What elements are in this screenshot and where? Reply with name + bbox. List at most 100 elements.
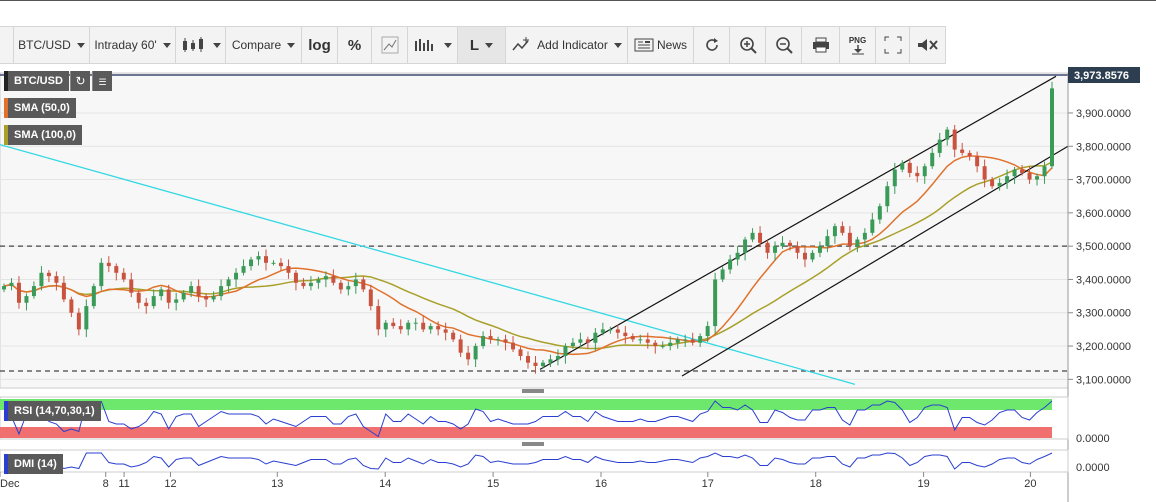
drawing-tools-button[interactable]: [372, 27, 408, 63]
interval-selector[interactable]: Intraday 60': [90, 27, 176, 63]
candle-body: [526, 356, 530, 363]
candle-body: [750, 232, 755, 240]
candle-body: [720, 269, 725, 280]
fullscreen-icon: [884, 36, 901, 54]
candle-body: [1020, 169, 1025, 173]
horizontal-levels: [0, 245, 1068, 372]
candle-body: [877, 206, 882, 220]
legend-swatch: [4, 71, 8, 91]
candle-body: [196, 286, 201, 297]
channel-lower-line: [681, 145, 1069, 377]
refresh-button[interactable]: [694, 27, 730, 63]
ruler-icon: ☰: [98, 77, 107, 87]
log-label: log: [308, 36, 331, 54]
png-label: PNG: [848, 35, 867, 45]
candle-body: [383, 322, 388, 330]
candle-body: [496, 339, 501, 341]
candle-body: [234, 272, 239, 280]
candle-body: [907, 162, 912, 173]
candle-body: [1005, 176, 1010, 183]
candle-body: [76, 312, 81, 330]
candle-body: [121, 272, 126, 280]
print-icon: [812, 37, 829, 53]
candle-body: [481, 336, 486, 347]
zoom-in-button[interactable]: [730, 27, 766, 63]
candle-body: [892, 169, 897, 187]
candle-body: [967, 152, 972, 157]
symbol-legend[interactable]: BTC/USD: [4, 71, 69, 91]
log-scale-button[interactable]: log: [302, 27, 338, 63]
add-indicator-label: Add Indicator: [537, 38, 608, 52]
dmi-legend[interactable]: DMI (14): [4, 454, 63, 474]
candle-body: [2, 286, 6, 290]
candle-body: [630, 336, 635, 340]
percent-scale-button[interactable]: %: [338, 27, 372, 63]
x-tick-label: 11: [118, 478, 129, 490]
candle-body: [713, 279, 718, 327]
candle-body: [698, 336, 703, 343]
candle-body: [256, 256, 261, 260]
candle-body: [39, 272, 44, 287]
candle-body: [308, 282, 313, 287]
candle-body: [885, 186, 890, 207]
rsi-panel: 0.0000: [0, 396, 1110, 445]
candle-body: [151, 296, 156, 307]
candle-body: [922, 166, 927, 177]
candle-body: [451, 332, 456, 340]
candle-body: [593, 332, 598, 343]
candlestick-icon: [182, 37, 203, 52]
interval-label: Intraday 60': [94, 38, 157, 52]
zoom-out-button[interactable]: [766, 27, 802, 63]
candle-body: [46, 272, 51, 277]
panel-resize-handle: [522, 389, 544, 393]
candle-body: [832, 226, 837, 237]
descending-trendline: [0, 143, 856, 385]
candle-body: [473, 346, 478, 360]
candle-body: [982, 166, 987, 180]
candle-body: [705, 326, 710, 337]
print-button[interactable]: [802, 27, 840, 63]
sma100-legend[interactable]: SMA (100,0): [4, 125, 82, 145]
news-button[interactable]: News: [628, 27, 694, 63]
rsi-legend-label: RSI (14,70,30,1): [14, 405, 95, 417]
price-chart[interactable]: 3,100.0000 3,200.0000 3,300.0000 3,400.0000…: [0, 63, 1156, 502]
rsi-legend[interactable]: RSI (14,70,30,1): [4, 401, 101, 421]
panel-resize-handle: [522, 442, 544, 446]
chart-style-button[interactable]: L: [458, 27, 506, 63]
y-tick-label: 3,100.0000: [1076, 374, 1131, 386]
png-download-icon: [851, 44, 864, 54]
y-tick-label: 3,600.0000: [1076, 208, 1131, 220]
legend-refresh-button[interactable]: ↻: [70, 71, 90, 91]
top-border: [0, 0, 1156, 1]
candle-body: [391, 322, 396, 327]
chart-area[interactable]: 3,100.0000 3,200.0000 3,300.0000 3,400.0000…: [0, 63, 1156, 502]
candle-body: [114, 266, 119, 273]
candle-body: [511, 342, 516, 350]
chart-style-label: L: [469, 36, 480, 54]
legend-settings-button[interactable]: ☰: [92, 71, 112, 91]
symbol-selector[interactable]: BTC/USD: [14, 27, 90, 63]
candle-body: [211, 296, 216, 300]
sma50-legend[interactable]: SMA (50,0): [4, 98, 76, 118]
candle-body: [286, 266, 291, 273]
bars-button[interactable]: [408, 27, 458, 63]
price-axis: 3,100.0000 3,200.0000 3,300.0000 3,400.0000…: [1067, 67, 1140, 502]
x-tick-label: Dec: [0, 478, 20, 490]
candle-body: [1050, 88, 1054, 167]
toolbar-scroll-left[interactable]: [0, 27, 14, 63]
add-indicator-button[interactable]: Add Indicator: [506, 27, 628, 63]
candle-body: [1027, 172, 1032, 180]
png-download-button[interactable]: PNG: [840, 27, 876, 63]
candle-body: [780, 242, 785, 247]
compare-label: Compare: [231, 38, 282, 52]
compare-button[interactable]: Compare: [226, 27, 302, 63]
candle-body: [930, 152, 935, 167]
percent-label: %: [347, 36, 362, 54]
remove-button[interactable]: [910, 27, 946, 63]
candle-body: [675, 339, 680, 343]
y-tick-label: 3,800.0000: [1076, 141, 1131, 153]
fullscreen-button[interactable]: [876, 27, 910, 63]
chart-type-button[interactable]: [176, 27, 226, 63]
y-tick-label: 3,200.0000: [1076, 341, 1131, 353]
candle-body: [540, 362, 545, 367]
